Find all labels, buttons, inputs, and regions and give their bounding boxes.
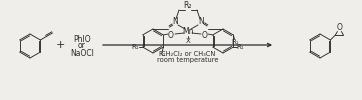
- Text: O: O: [168, 30, 174, 40]
- Text: Mn: Mn: [182, 26, 194, 36]
- Text: room temperature: room temperature: [157, 57, 219, 63]
- Text: +: +: [55, 40, 65, 50]
- Text: X: X: [186, 38, 190, 44]
- Text: or: or: [78, 42, 86, 50]
- Text: PhIO: PhIO: [73, 34, 91, 44]
- Text: O: O: [336, 23, 342, 32]
- Text: O: O: [202, 30, 208, 40]
- Text: CH₂Cl₂ or CH₃CN: CH₂Cl₂ or CH₃CN: [161, 51, 215, 57]
- Text: R₁: R₁: [159, 51, 166, 57]
- Text: R₁: R₁: [232, 39, 239, 45]
- Text: R₁: R₁: [132, 44, 139, 50]
- Text: NaOCl: NaOCl: [70, 48, 94, 58]
- Text: R₁: R₁: [237, 44, 244, 50]
- Text: N: N: [198, 18, 204, 26]
- Text: R₂: R₂: [184, 2, 192, 10]
- Text: N: N: [172, 18, 178, 26]
